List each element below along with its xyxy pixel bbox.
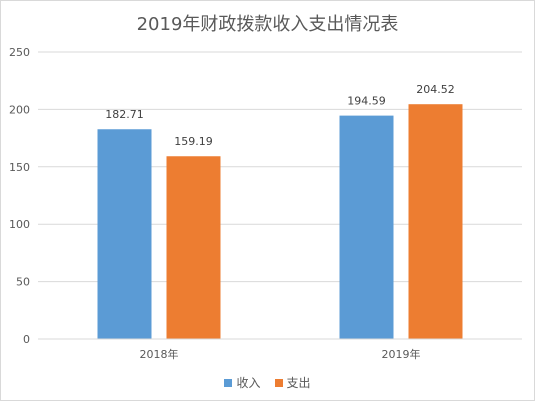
legend-label-income: 收入 (236, 376, 261, 390)
x-tick-label: 2019年 (382, 347, 421, 361)
y-tick-label: 50 (16, 276, 30, 289)
y-tick-label: 100 (9, 218, 30, 231)
legend-swatch-expense (274, 378, 283, 387)
legend-swatch-income (224, 378, 233, 387)
legend: 收入 支出 (1, 374, 534, 391)
bar (339, 115, 394, 339)
y-tick-label: 0 (23, 333, 30, 346)
data-label: 204.52 (416, 83, 455, 96)
bar (97, 129, 152, 339)
bar (408, 104, 463, 340)
y-tick-label: 150 (9, 161, 30, 174)
legend-item-expense: 支出 (274, 374, 311, 391)
data-label: 194.59 (347, 95, 386, 108)
y-tick-label: 200 (9, 103, 30, 116)
bar (166, 156, 221, 339)
data-label: 159.19 (174, 135, 213, 148)
chart-title: 2019年财政拨款收入支出情况表 (136, 14, 399, 35)
x-tick-label: 2018年 (140, 347, 179, 361)
y-tick-label: 250 (9, 46, 30, 59)
data-label: 182.71 (105, 108, 144, 121)
legend-label-expense: 支出 (286, 376, 311, 390)
legend-item-income: 收入 (224, 374, 261, 391)
